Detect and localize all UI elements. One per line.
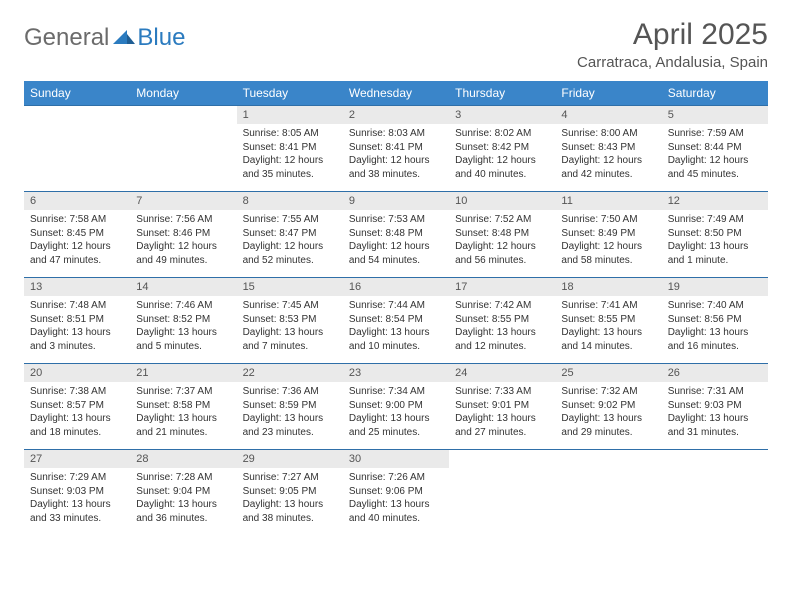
day-content-cell: Sunrise: 7:33 AMSunset: 9:01 PMDaylight:… [449,382,555,450]
day-number-cell [662,450,768,469]
day-content-cell: Sunrise: 7:31 AMSunset: 9:03 PMDaylight:… [662,382,768,450]
day-content-cell: Sunrise: 7:40 AMSunset: 8:56 PMDaylight:… [662,296,768,364]
day-number-cell: 27 [24,450,130,469]
day-content-cell: Sunrise: 7:49 AMSunset: 8:50 PMDaylight:… [662,210,768,278]
day-number-cell [555,450,661,469]
day-content-cell: Sunrise: 7:45 AMSunset: 8:53 PMDaylight:… [237,296,343,364]
day-number-cell: 26 [662,364,768,383]
day-number-row: 6789101112 [24,192,768,211]
day-number-cell: 1 [237,106,343,125]
day-number-cell: 20 [24,364,130,383]
day-content-cell: Sunrise: 7:26 AMSunset: 9:06 PMDaylight:… [343,468,449,535]
day-content-cell [24,124,130,192]
weekday-header: Friday [555,81,661,106]
day-number-cell: 14 [130,278,236,297]
day-number-cell: 21 [130,364,236,383]
day-content-cell: Sunrise: 7:37 AMSunset: 8:58 PMDaylight:… [130,382,236,450]
weekday-header: Wednesday [343,81,449,106]
day-content-row: Sunrise: 7:38 AMSunset: 8:57 PMDaylight:… [24,382,768,450]
weekday-header: Thursday [449,81,555,106]
day-number-cell: 7 [130,192,236,211]
day-number-cell: 18 [555,278,661,297]
day-content-row: Sunrise: 7:48 AMSunset: 8:51 PMDaylight:… [24,296,768,364]
day-content-cell: Sunrise: 7:38 AMSunset: 8:57 PMDaylight:… [24,382,130,450]
day-number-cell: 4 [555,106,661,125]
day-content-cell: Sunrise: 7:44 AMSunset: 8:54 PMDaylight:… [343,296,449,364]
location: Carratraca, Andalusia, Spain [577,54,768,71]
day-number-row: 20212223242526 [24,364,768,383]
day-number-cell [24,106,130,125]
day-content-cell [130,124,236,192]
day-content-cell: Sunrise: 7:58 AMSunset: 8:45 PMDaylight:… [24,210,130,278]
logo-text-blue: Blue [137,24,185,52]
day-number-cell: 10 [449,192,555,211]
weekday-header: Sunday [24,81,130,106]
day-content-row: Sunrise: 7:29 AMSunset: 9:03 PMDaylight:… [24,468,768,535]
day-number-cell: 8 [237,192,343,211]
day-content-cell: Sunrise: 7:55 AMSunset: 8:47 PMDaylight:… [237,210,343,278]
header: General Blue April 2025 Carratraca, Anda… [24,18,768,71]
day-content-cell: Sunrise: 7:32 AMSunset: 9:02 PMDaylight:… [555,382,661,450]
day-number-cell [449,450,555,469]
day-number-row: 12345 [24,106,768,125]
day-content-cell: Sunrise: 7:52 AMSunset: 8:48 PMDaylight:… [449,210,555,278]
logo: General Blue [24,24,185,52]
day-number-cell: 19 [662,278,768,297]
day-number-cell: 23 [343,364,449,383]
day-content-cell: Sunrise: 7:56 AMSunset: 8:46 PMDaylight:… [130,210,236,278]
day-content-cell: Sunrise: 7:41 AMSunset: 8:55 PMDaylight:… [555,296,661,364]
day-content-cell: Sunrise: 7:53 AMSunset: 8:48 PMDaylight:… [343,210,449,278]
day-content-cell: Sunrise: 7:50 AMSunset: 8:49 PMDaylight:… [555,210,661,278]
day-content-cell: Sunrise: 7:46 AMSunset: 8:52 PMDaylight:… [130,296,236,364]
weekday-header: Monday [130,81,236,106]
calendar-body: 12345Sunrise: 8:05 AMSunset: 8:41 PMDayl… [24,106,768,536]
day-number-cell: 9 [343,192,449,211]
day-number-cell: 2 [343,106,449,125]
day-content-cell: Sunrise: 7:28 AMSunset: 9:04 PMDaylight:… [130,468,236,535]
day-number-cell [130,106,236,125]
day-content-cell: Sunrise: 8:00 AMSunset: 8:43 PMDaylight:… [555,124,661,192]
month-title: April 2025 [577,18,768,52]
day-content-cell [555,468,661,535]
day-content-cell: Sunrise: 7:34 AMSunset: 9:00 PMDaylight:… [343,382,449,450]
day-number-cell: 13 [24,278,130,297]
day-content-cell: Sunrise: 7:36 AMSunset: 8:59 PMDaylight:… [237,382,343,450]
day-content-cell: Sunrise: 7:27 AMSunset: 9:05 PMDaylight:… [237,468,343,535]
day-number-cell: 16 [343,278,449,297]
title-block: April 2025 Carratraca, Andalusia, Spain [577,18,768,71]
day-number-cell: 3 [449,106,555,125]
day-number-cell: 12 [662,192,768,211]
day-number-cell: 6 [24,192,130,211]
logo-text-general: General [24,24,109,52]
day-number-cell: 28 [130,450,236,469]
logo-triangle-icon [113,28,135,49]
day-number-cell: 22 [237,364,343,383]
day-number-cell: 15 [237,278,343,297]
weekday-header: Tuesday [237,81,343,106]
day-content-cell: Sunrise: 8:03 AMSunset: 8:41 PMDaylight:… [343,124,449,192]
day-content-cell: Sunrise: 7:42 AMSunset: 8:55 PMDaylight:… [449,296,555,364]
day-content-row: Sunrise: 7:58 AMSunset: 8:45 PMDaylight:… [24,210,768,278]
day-content-cell: Sunrise: 8:02 AMSunset: 8:42 PMDaylight:… [449,124,555,192]
calendar-table: Sunday Monday Tuesday Wednesday Thursday… [24,81,768,535]
day-content-cell: Sunrise: 7:48 AMSunset: 8:51 PMDaylight:… [24,296,130,364]
day-content-cell [662,468,768,535]
day-content-row: Sunrise: 8:05 AMSunset: 8:41 PMDaylight:… [24,124,768,192]
weekday-header: Saturday [662,81,768,106]
day-content-cell: Sunrise: 7:59 AMSunset: 8:44 PMDaylight:… [662,124,768,192]
weekday-header-row: Sunday Monday Tuesday Wednesday Thursday… [24,81,768,106]
day-number-cell: 24 [449,364,555,383]
day-number-cell: 17 [449,278,555,297]
day-number-cell: 11 [555,192,661,211]
day-content-cell: Sunrise: 7:29 AMSunset: 9:03 PMDaylight:… [24,468,130,535]
day-number-cell: 29 [237,450,343,469]
day-number-row: 27282930 [24,450,768,469]
day-number-cell: 30 [343,450,449,469]
day-number-row: 13141516171819 [24,278,768,297]
day-number-cell: 25 [555,364,661,383]
day-content-cell: Sunrise: 8:05 AMSunset: 8:41 PMDaylight:… [237,124,343,192]
day-content-cell [449,468,555,535]
day-number-cell: 5 [662,106,768,125]
